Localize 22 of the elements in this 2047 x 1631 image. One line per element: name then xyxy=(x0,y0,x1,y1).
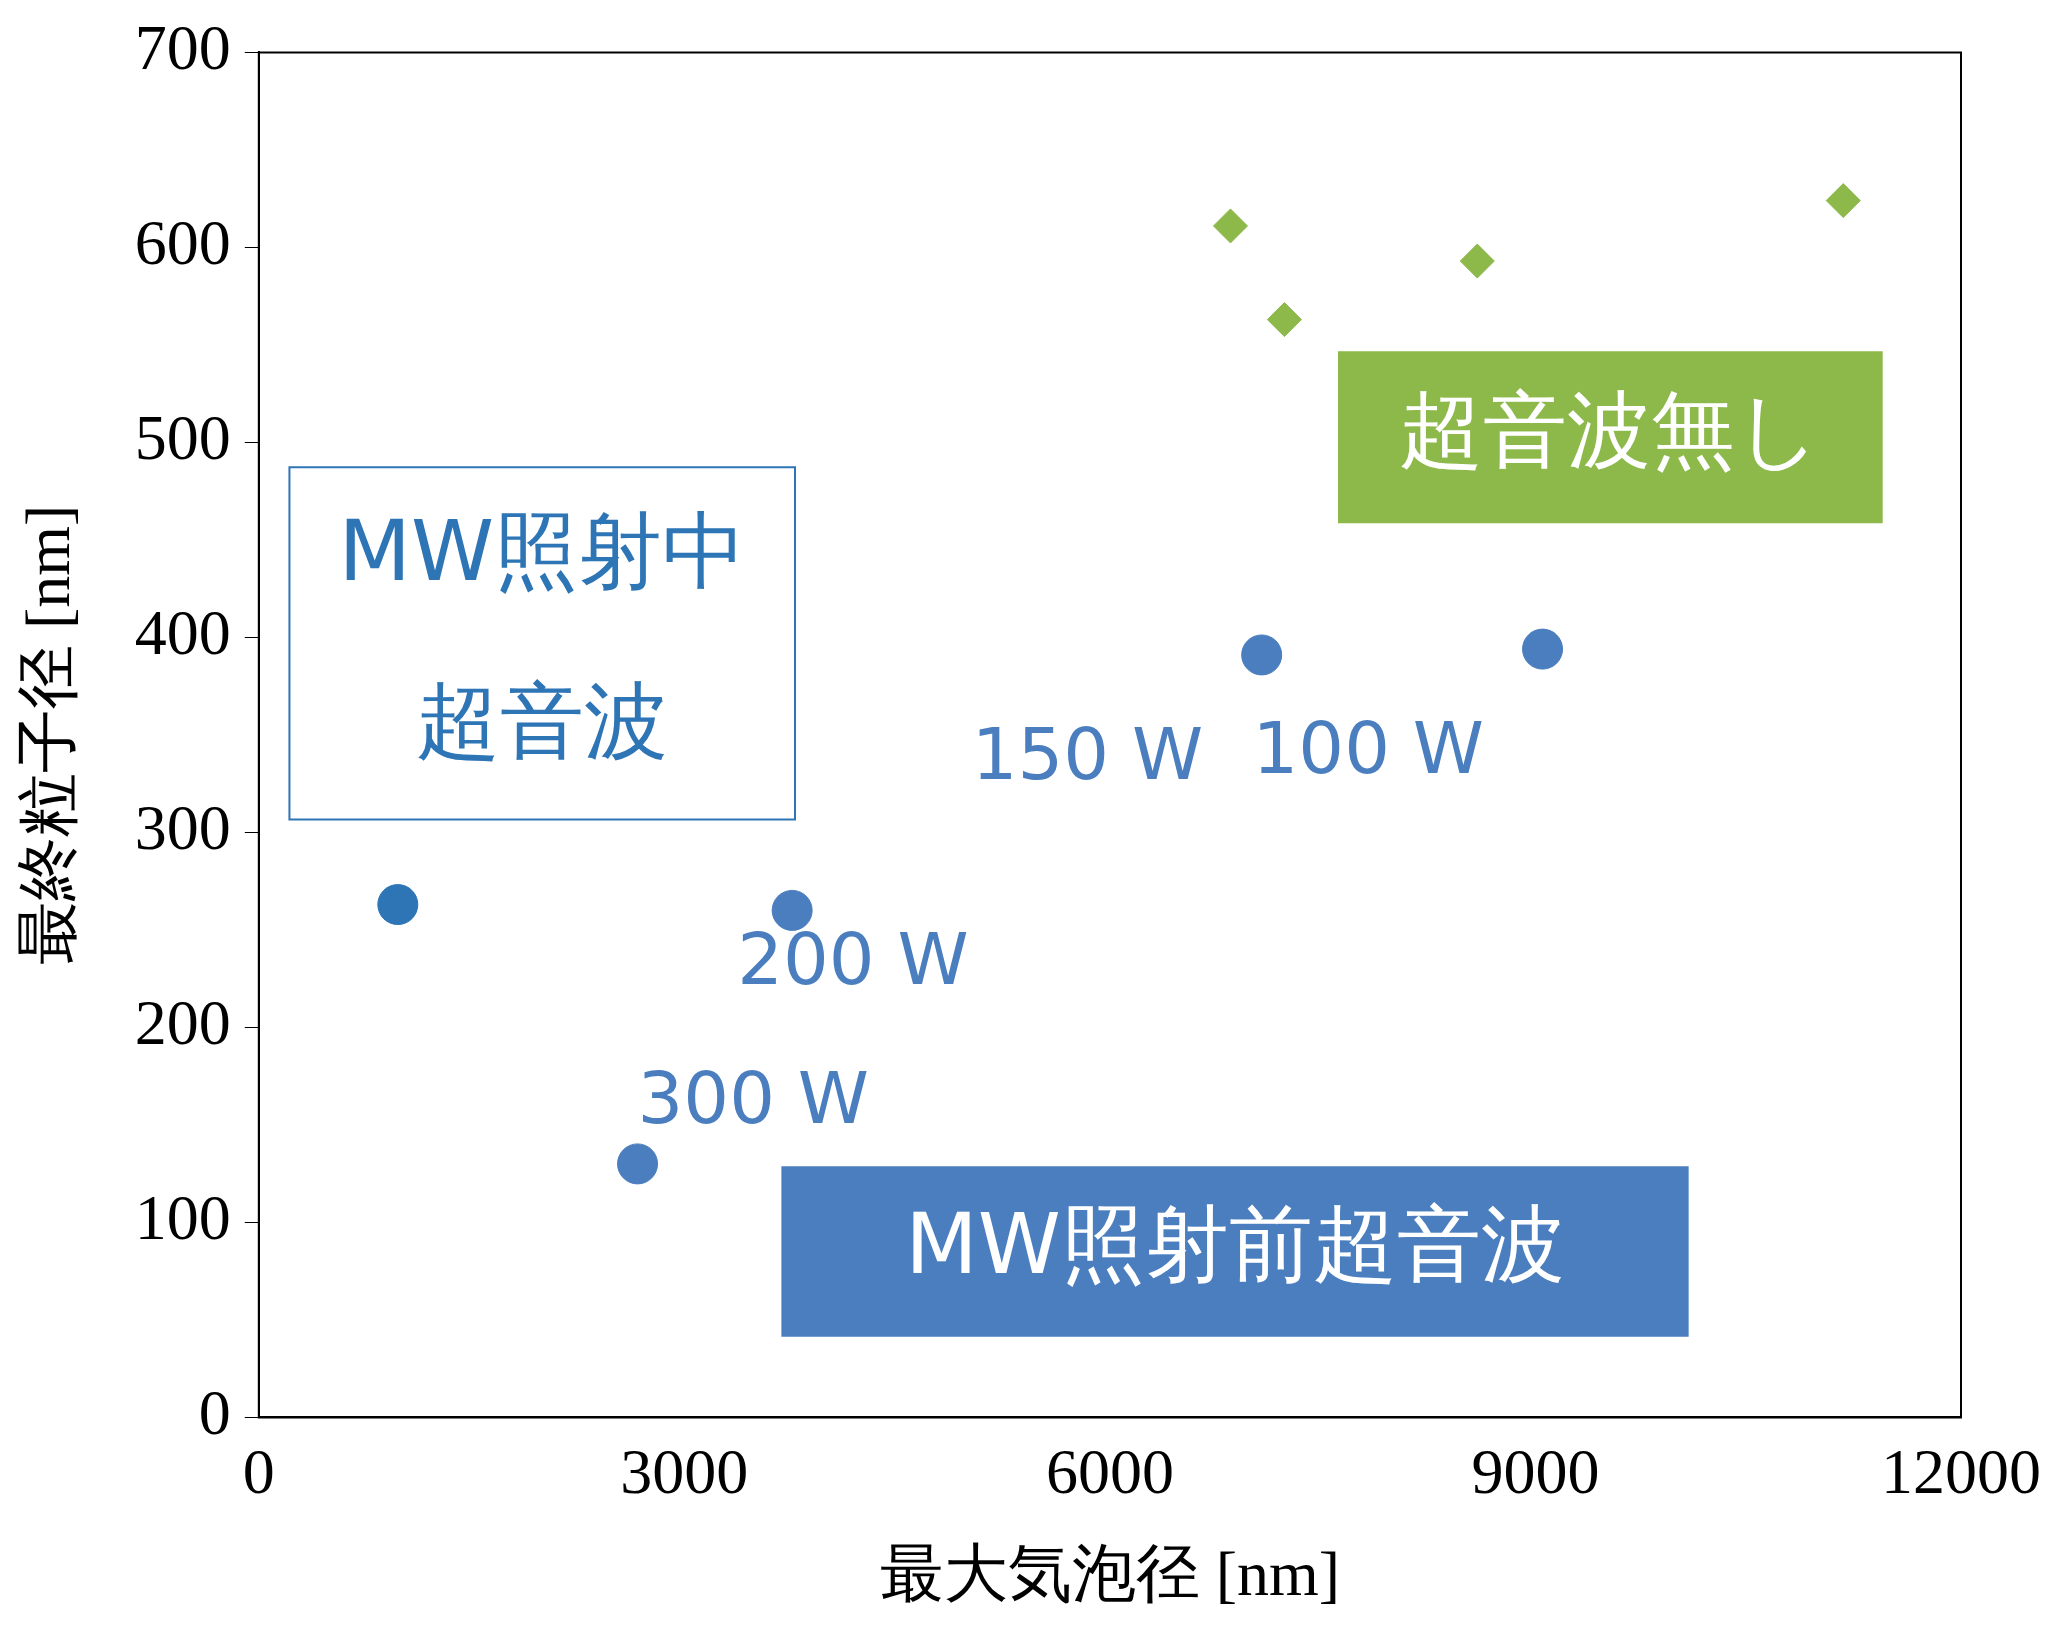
y-tick-label: 700 xyxy=(134,12,231,84)
x-tick-label: 0 xyxy=(242,1435,275,1507)
x-axis-title: 最大気泡径 [nm] xyxy=(879,1538,1341,1610)
y-tick-label: 600 xyxy=(134,207,231,279)
y-tick-label: 0 xyxy=(198,1377,231,1449)
y-tick-label: 400 xyxy=(134,597,231,669)
y-tick-label: 100 xyxy=(134,1182,231,1254)
series-label: MW照射中超音波 xyxy=(338,502,746,771)
x-tick-label: 9000 xyxy=(1471,1435,1600,1507)
annotation: 150 W xyxy=(971,711,1204,796)
y-tick-label: 500 xyxy=(134,402,231,474)
y-tick-label: 200 xyxy=(134,987,231,1059)
x-tick-label: 3000 xyxy=(620,1435,749,1507)
annotation: 200 W xyxy=(737,917,969,1002)
x-tick-label: 6000 xyxy=(1045,1435,1174,1507)
y-axis-title: 最終粒子径 [nm] xyxy=(12,504,84,966)
annotation: 100 W xyxy=(1252,705,1485,790)
series-label: 超音波無し xyxy=(1399,381,1822,480)
x-tick-label: 12000 xyxy=(1881,1435,2041,1507)
text: MW照射前超音波 xyxy=(905,1195,1565,1294)
annotation: 300 W xyxy=(637,1055,870,1140)
y-tick-label: 300 xyxy=(134,792,231,864)
